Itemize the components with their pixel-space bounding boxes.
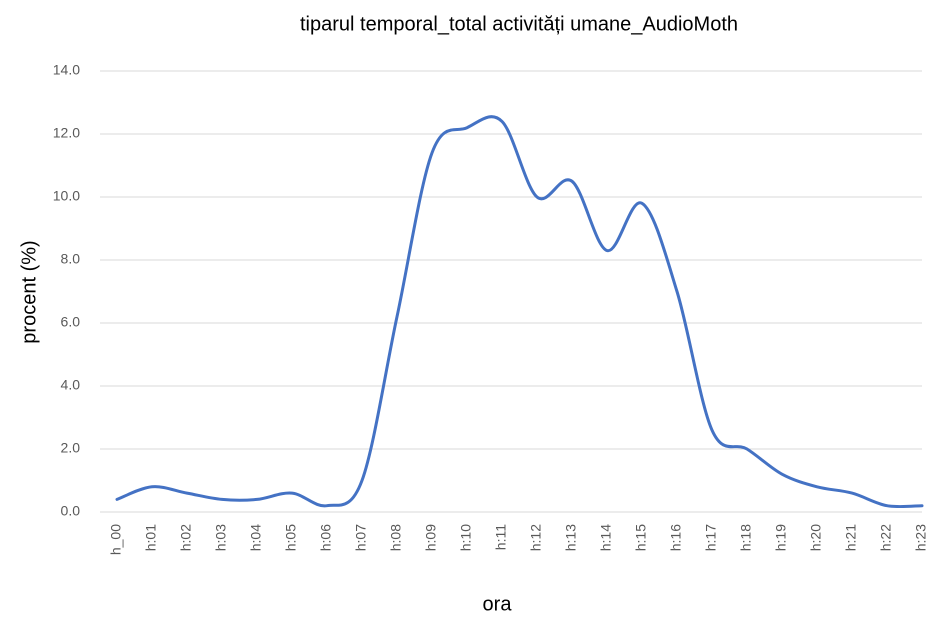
line	[115, 115, 924, 509]
x-tick-label: h:02	[178, 524, 194, 551]
x-tick-label: h:10	[458, 524, 474, 551]
x-tick-label: h:06	[318, 524, 334, 551]
x-tick-label: h_00	[108, 524, 124, 555]
x-tick-label: h:22	[878, 524, 894, 551]
x-tick-label: h:15	[633, 524, 649, 551]
y-tick-label: 12.0	[53, 125, 80, 141]
y-tick-label: 6.0	[61, 314, 81, 330]
y-tick-label: 10.0	[53, 188, 80, 204]
x-tick-label: h:13	[563, 524, 579, 551]
x-tick-label: h:08	[388, 524, 404, 551]
x-tick-label: h:21	[843, 524, 859, 551]
x-tick-label: h:18	[738, 524, 754, 551]
x-axis-title: ora	[483, 593, 513, 615]
x-tick-label: h:04	[248, 524, 264, 551]
x-tick-label: h:05	[283, 524, 299, 551]
x-tick-label: h:16	[668, 524, 684, 551]
x-tick-label: h:03	[213, 524, 229, 551]
x-tick-label: h:14	[598, 524, 614, 551]
x-tick-label: h:20	[808, 524, 824, 551]
x-tick-label: h:12	[528, 524, 544, 551]
y-axis-title: procent (%)	[18, 240, 40, 343]
x-tick-label: h:01	[143, 524, 159, 551]
x-tick-label: h:11	[493, 524, 509, 550]
chart-title: tiparul temporal_total activități umane_…	[300, 13, 738, 35]
y-tick-label: 14.0	[53, 62, 80, 78]
x-tick-label: h:07	[353, 524, 369, 551]
y-tick-label: 0.0	[61, 503, 81, 519]
y-tick-label: 2.0	[61, 440, 81, 456]
y-tick-label: 4.0	[61, 377, 81, 393]
x-tick-label: h:09	[423, 524, 439, 551]
x-tick-label: h:17	[703, 524, 719, 551]
x-tick-label: h:23	[913, 524, 929, 551]
y-tick-label: 8.0	[61, 251, 81, 267]
x-tick-label: h:19	[773, 524, 789, 551]
